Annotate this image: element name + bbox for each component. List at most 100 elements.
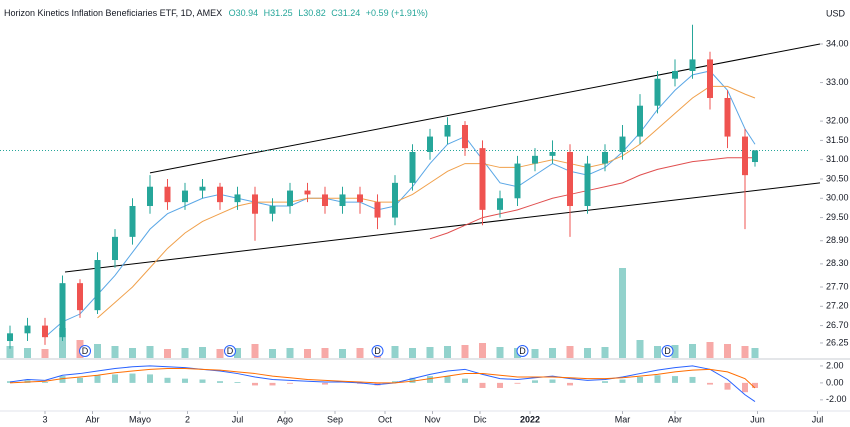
macd-histogram-bar xyxy=(707,382,713,385)
volume-bar xyxy=(129,348,136,358)
candle-body xyxy=(234,194,241,203)
y-tick-label: 28.30 xyxy=(826,258,849,268)
y-tick-label: 30.50 xyxy=(826,173,849,183)
volume-bar xyxy=(601,347,609,358)
candle-body xyxy=(514,163,521,199)
volume-bar xyxy=(234,348,241,358)
macd-histogram-bar xyxy=(77,377,83,383)
candle-body xyxy=(59,283,66,338)
candle-body xyxy=(252,194,258,214)
volume-bar xyxy=(251,344,259,358)
candle-body xyxy=(462,124,468,149)
dividend-label: D xyxy=(227,346,234,356)
macd-histogram-bar xyxy=(59,376,66,383)
y-tick-label: 0.00 xyxy=(826,377,844,387)
y-tick-label: 30.00 xyxy=(826,193,849,203)
macd-histogram-bar xyxy=(742,382,748,393)
moving-average xyxy=(429,157,755,240)
macd-histogram-bar xyxy=(724,382,731,390)
candle-body xyxy=(532,155,538,164)
currency-label: USD xyxy=(826,8,846,18)
volume-bar xyxy=(181,348,189,358)
macd-histogram-bar xyxy=(322,382,328,385)
y-tick-label: 28.90 xyxy=(826,235,849,245)
volume-bar xyxy=(111,346,119,358)
ohlc-low: L30.82 xyxy=(298,8,326,18)
candle-body xyxy=(199,186,206,191)
volume-bar xyxy=(566,346,574,358)
candle-body xyxy=(409,151,416,183)
candle-body xyxy=(94,260,101,311)
candle-body xyxy=(374,202,381,218)
candle-body xyxy=(129,206,136,237)
macd-histogram-bar xyxy=(112,374,118,383)
ohlc-change: +0.59 (+1.91%) xyxy=(366,8,428,18)
volume-bar xyxy=(461,345,469,358)
macd-histogram-bar xyxy=(287,382,293,384)
candle-body xyxy=(112,236,118,261)
volume-bar xyxy=(724,344,731,358)
candle-body xyxy=(164,186,171,203)
candle-body xyxy=(549,151,556,156)
candle-body xyxy=(444,124,451,137)
x-tick-label: Jul xyxy=(812,414,824,424)
volume-bar xyxy=(689,344,696,358)
dividend-marker xyxy=(516,345,529,357)
x-tick-label: 2022 xyxy=(520,414,540,424)
candle-body xyxy=(707,59,713,98)
candle-body xyxy=(147,186,153,207)
x-tick-label: Dic xyxy=(474,414,487,424)
volume-bar xyxy=(304,349,311,358)
macd-histogram-bar xyxy=(567,382,573,386)
macd-histogram-bar xyxy=(427,376,433,383)
x-tick-label: Abr xyxy=(85,414,99,424)
x-tick-label: Ago xyxy=(277,414,293,424)
y-tick-label: 26.70 xyxy=(826,320,849,330)
dividend-marker xyxy=(661,345,674,357)
x-tick-label: Sep xyxy=(327,414,343,424)
volume-bar xyxy=(584,348,591,358)
volume-bar xyxy=(549,348,556,358)
volume-bar xyxy=(391,346,399,358)
volume-bar xyxy=(751,348,759,358)
macd-histogram-bar xyxy=(217,381,223,383)
y-tick-label: 2.00 xyxy=(826,360,844,370)
dividend-marker xyxy=(224,345,236,357)
candle-body xyxy=(497,198,503,210)
macd-histogram-bar xyxy=(7,381,13,383)
candle-body xyxy=(752,150,758,163)
volume-bar xyxy=(706,342,714,358)
volume-bar xyxy=(479,343,486,358)
x-tick-label: Nov xyxy=(424,414,441,424)
y-tick-label: 31.00 xyxy=(826,154,849,164)
volume-bar xyxy=(146,346,154,358)
candle-body xyxy=(479,148,486,210)
candle-body xyxy=(637,105,643,137)
y-tick-label: 26.25 xyxy=(826,337,849,347)
macd-histogram-bar xyxy=(252,382,258,386)
macd-histogram-bar xyxy=(269,382,276,386)
volume-bar xyxy=(496,347,504,358)
volume-bar xyxy=(444,346,451,358)
candle-body xyxy=(742,136,748,176)
volume-bar xyxy=(636,340,644,358)
volume-bar xyxy=(59,328,66,358)
dividend-label: D xyxy=(374,346,381,356)
volume-bar xyxy=(741,346,749,358)
macd-histogram-bar xyxy=(752,382,758,388)
macd-histogram-bar xyxy=(654,375,661,383)
volume-bar xyxy=(6,346,14,358)
candle-body xyxy=(42,325,48,338)
candle-body xyxy=(339,194,346,207)
ohlc-open: O30.94 xyxy=(229,8,259,18)
macd-histogram-bar xyxy=(637,376,643,383)
macd-histogram-bar xyxy=(462,378,468,383)
ohlc-close: C31.24 xyxy=(331,8,360,18)
legend-header: Horizon Kinetics Inflation Beneficiaries… xyxy=(4,8,428,18)
volume-bar xyxy=(356,348,364,358)
x-tick-label: Oct xyxy=(378,414,393,424)
candle-body xyxy=(357,194,363,203)
